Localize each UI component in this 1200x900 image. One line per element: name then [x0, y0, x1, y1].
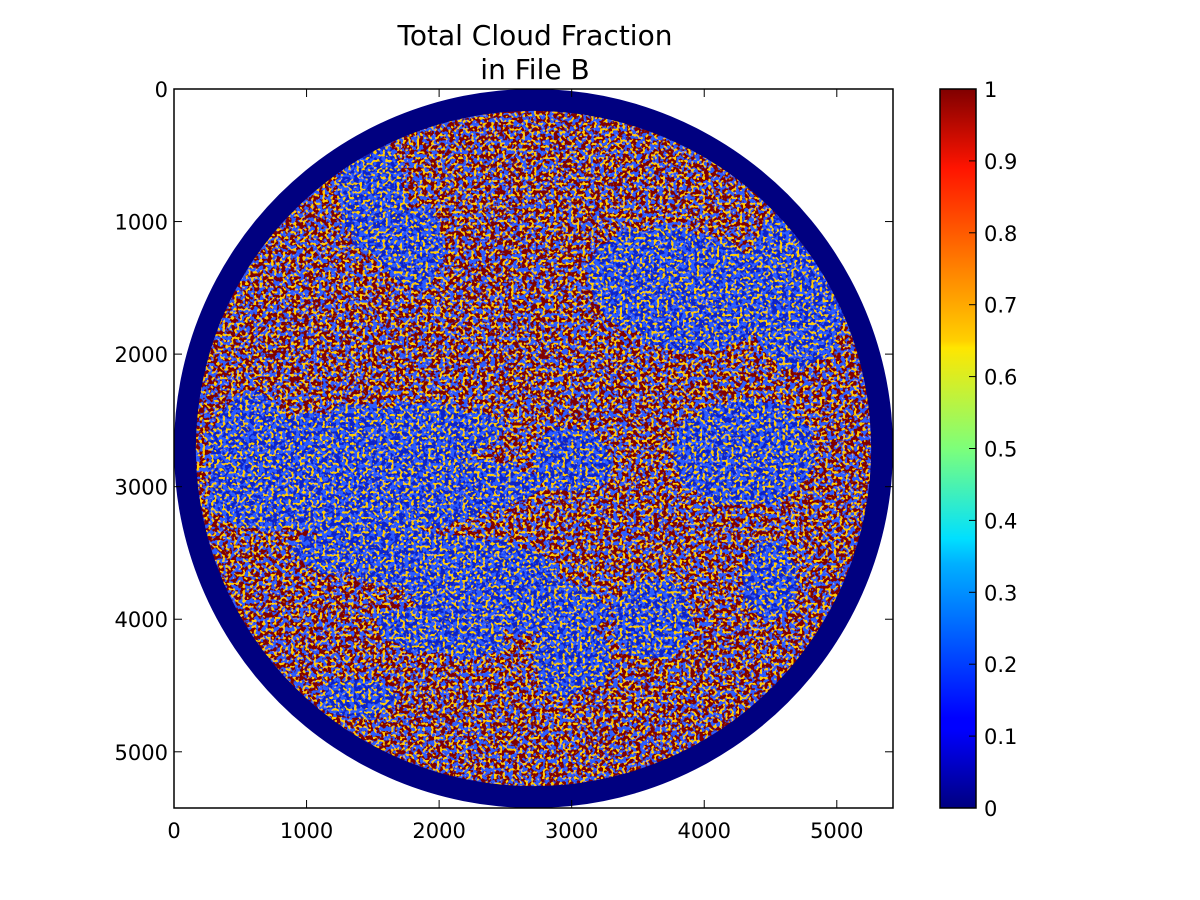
y-tick-label: 5000: [115, 741, 168, 765]
chart-title: Total Cloud Fraction in File B: [397, 19, 673, 86]
chart-title-line-1: Total Cloud Fraction: [397, 19, 673, 52]
y-tick-label: 0: [155, 78, 168, 102]
y-tick-label: 1000: [115, 211, 168, 235]
y-axis-tick-labels: 0 1000 2000 3000 4000 5000: [115, 78, 168, 765]
x-axis-tick-labels: 0 1000 2000 3000 4000 5000: [167, 819, 863, 843]
axis-ticks: [173, 88, 893, 808]
x-tick-label: 4000: [678, 819, 731, 843]
colorbar-tick-label: 0.3: [984, 581, 1017, 605]
plot-area: [174, 89, 893, 808]
colorbar-tick-label: 0.4: [984, 509, 1017, 533]
colorbar-ticks: [969, 88, 976, 809]
colorbar-tick-label: 0.6: [984, 366, 1017, 390]
cloud-speckle: [195, 110, 872, 787]
colorbar-tick-label: 0.5: [984, 438, 1017, 462]
colorbar-tick-label: 0.7: [984, 294, 1017, 318]
colorbar-tick-label: 0.2: [984, 653, 1017, 677]
x-tick-label: 1000: [280, 819, 333, 843]
y-tick-label: 4000: [115, 608, 168, 632]
colorbar-tick-label: 0: [984, 797, 997, 821]
x-tick-label: 3000: [545, 819, 598, 843]
colorbar: 0 0.1 0.2 0.3 0.4 0.5 0.6 0.7 0.8 0.9 1: [939, 78, 1017, 821]
colorbar-tick-label: 1: [984, 78, 997, 102]
x-tick-label: 5000: [810, 819, 863, 843]
colorbar-tick-label: 0.1: [984, 725, 1017, 749]
x-tick-label: 0: [167, 819, 180, 843]
plot-frame: [173, 88, 894, 809]
colorbar-tick-label: 0.8: [984, 222, 1017, 246]
colorbar-tick-label: 0.9: [984, 150, 1017, 174]
y-tick-label: 2000: [115, 343, 168, 367]
x-tick-label: 2000: [412, 819, 465, 843]
y-tick-label: 3000: [115, 476, 168, 500]
chart-title-line-2: in File B: [480, 53, 589, 86]
speckle-texture: [195, 110, 872, 787]
colorbar-tick-labels: 0 0.1 0.2 0.3 0.4 0.5 0.6 0.7 0.8 0.9 1: [984, 78, 1017, 821]
